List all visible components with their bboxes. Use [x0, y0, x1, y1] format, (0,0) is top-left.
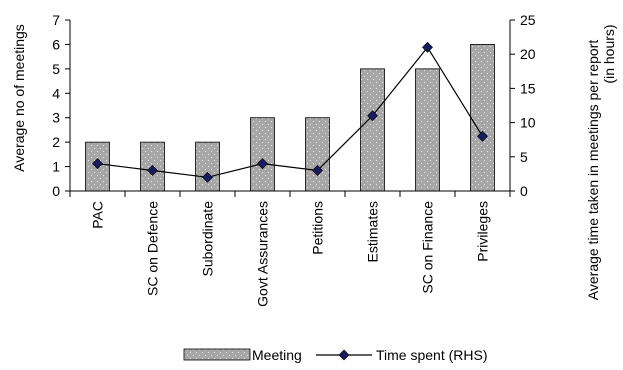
bar-meeting — [360, 68, 385, 192]
point-time-spent — [147, 165, 158, 176]
bar-meeting — [195, 141, 220, 192]
bar-meeting — [470, 44, 495, 192]
y2-tick-label: 25 — [520, 12, 536, 28]
x-tick-label: SC on Defence — [145, 201, 161, 296]
x-tick-label: Subordinate — [200, 201, 216, 277]
y-tick-label: 6 — [52, 36, 60, 52]
y-tick-label: 5 — [52, 61, 60, 77]
legend-marker-time — [338, 349, 350, 361]
point-time-spent — [477, 130, 488, 142]
legend-swatch-meeting — [183, 348, 251, 361]
point-time-spent — [92, 158, 103, 170]
y2-tick-label: 20 — [520, 46, 536, 62]
x-tick-label: Govt Assurances — [255, 201, 271, 307]
y-tick-label: 4 — [52, 85, 60, 101]
x-tick-label: SC on Finance — [420, 201, 436, 294]
y-tick-label: 1 — [52, 159, 60, 175]
bar-meeting — [305, 117, 330, 192]
point-time-spent — [257, 158, 268, 170]
y2-tick-label: 5 — [520, 149, 528, 165]
x-axis: PAC SC on Defence Subordinate Govt Assuranc… — [69, 190, 511, 307]
bar-series — [85, 44, 495, 192]
x-tick-label: Estimates — [365, 201, 381, 262]
x-tick-label: Privileges — [475, 201, 491, 262]
bar-meeting — [250, 117, 275, 192]
y-axis-right: 0 5 10 15 20 25 — [509, 12, 536, 199]
y2-axis-label-line2: (in hours) — [601, 24, 617, 83]
y-tick-label: 7 — [52, 12, 60, 28]
y2-tick-label: 0 — [520, 183, 528, 199]
y2-axis-label-line1: Average time taken in meetings per repor… — [585, 40, 601, 301]
line-series — [92, 41, 488, 183]
x-tick-label: Petitions — [310, 201, 326, 255]
y-tick-label: 0 — [52, 183, 60, 199]
y2-tick-label: 15 — [520, 80, 536, 96]
y-tick-label: 3 — [52, 110, 60, 126]
y-axis-label: Average no of meetings — [11, 24, 27, 172]
y-axis-left: 0 1 2 3 4 5 6 7 — [52, 12, 71, 199]
point-time-spent — [367, 110, 378, 122]
point-time-spent — [202, 171, 213, 183]
y2-tick-label: 10 — [520, 115, 536, 131]
legend: Meeting Time spent (RHS) — [183, 347, 488, 363]
legend-label-meeting: Meeting — [252, 347, 302, 363]
point-time-spent — [422, 41, 433, 53]
y-tick-label: 2 — [52, 134, 60, 150]
line-time-spent — [97, 46, 484, 178]
bar-meeting — [415, 68, 440, 192]
legend-label-time: Time spent (RHS) — [376, 347, 488, 363]
point-time-spent — [312, 165, 323, 176]
x-tick-label: PAC — [90, 201, 106, 229]
